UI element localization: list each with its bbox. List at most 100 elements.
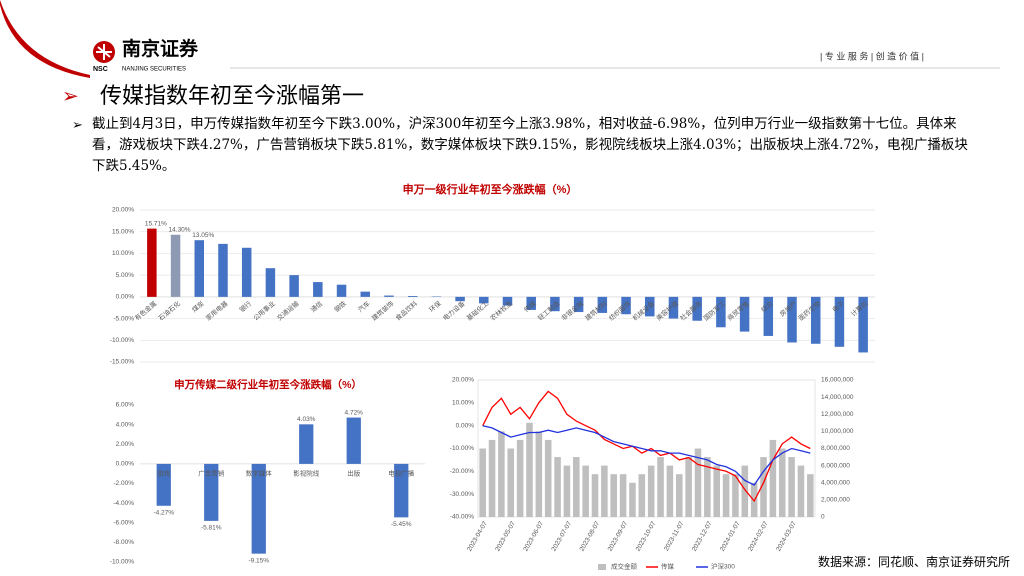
bar <box>360 291 370 297</box>
volume-bar <box>544 439 552 517</box>
y-tick-label: -40.00% <box>450 514 474 521</box>
volume-bar <box>498 431 505 517</box>
volume-bar <box>704 457 711 517</box>
volume-bar <box>488 439 496 517</box>
bar <box>645 296 655 317</box>
bar <box>502 296 513 306</box>
x-tick-label: 2024-03-07 <box>775 520 798 553</box>
volume-bar <box>788 457 795 517</box>
volume-bar <box>685 457 692 517</box>
volume-bar <box>554 457 561 517</box>
y-tick-label: 2.00% <box>116 441 135 448</box>
volume-bar <box>629 482 636 517</box>
x-tick-label: 2024-02-07 <box>747 520 770 553</box>
bar <box>550 296 560 312</box>
bar <box>479 296 489 304</box>
y-tick-label: -2.00% <box>113 480 134 487</box>
volume-bar <box>601 465 608 517</box>
y-tick-label: -5.00% <box>113 315 134 322</box>
x-tick-label: 2023-09-07 <box>607 520 630 553</box>
bar <box>218 243 228 297</box>
bar <box>384 295 394 297</box>
bar <box>692 296 702 321</box>
y-tick-label: 10,000,000 <box>821 428 854 435</box>
legend-label: 传媒 <box>661 562 675 571</box>
volume-bar <box>526 422 533 517</box>
y-tick-label: 10.00% <box>452 400 474 407</box>
data-label: -5.81% <box>201 525 222 532</box>
y-tick-label: 6.00% <box>116 402 135 409</box>
bar <box>787 296 797 343</box>
volume-bar <box>647 465 655 517</box>
x-tick-label: 游戏 <box>157 469 171 478</box>
slide-title: 传媒指数年初至今涨幅第一 <box>100 84 364 109</box>
volume-bar <box>507 448 515 517</box>
y-tick-label: -20.00% <box>450 468 474 475</box>
x-tick-label: 影视院线 <box>293 469 320 478</box>
x-tick-label: 煤炭 <box>190 298 206 314</box>
bar <box>810 296 821 344</box>
volume-bar <box>657 457 664 517</box>
bullet-text: 截止到4月3日，申万传媒指数年初至今下跌3.00%，沪深300年初至今上涨3.9… <box>92 116 968 174</box>
y-tick-label: 0.00% <box>116 461 135 468</box>
volume-bar <box>778 448 786 517</box>
volume-bar <box>760 457 767 517</box>
data-label: 4.72% <box>345 409 364 416</box>
bar <box>407 295 418 297</box>
y-tick-label: -8.00% <box>113 539 134 546</box>
legend-swatch <box>598 564 606 570</box>
volume-bar <box>573 457 580 517</box>
data-label: 15.71% <box>145 220 167 227</box>
bar <box>834 296 845 347</box>
bar <box>147 228 157 297</box>
y-tick-label: 20.00% <box>112 207 134 214</box>
x-tick-label: 2023-12-07 <box>691 520 714 553</box>
volume-bar <box>732 474 739 517</box>
bar <box>763 296 774 336</box>
volume-bar <box>713 465 720 517</box>
x-tick-label: 出版 <box>347 469 361 478</box>
y-tick-label: 15.00% <box>112 228 134 235</box>
bar <box>455 296 465 302</box>
x-tick-label: 2023-04-07 <box>466 520 489 553</box>
y-tick-label: 2,000,000 <box>821 497 850 504</box>
title-arrow: ➢ <box>62 85 79 107</box>
x-tick-label: 汽车 <box>356 298 372 314</box>
bar <box>156 463 171 506</box>
plot-frame <box>477 379 816 518</box>
bar <box>336 284 347 297</box>
bar <box>299 424 314 464</box>
volume-bar <box>591 474 599 517</box>
bar <box>739 296 750 332</box>
x-tick-label: 2023-05-07 <box>494 520 517 553</box>
logo-cn: 南京证券 <box>122 37 199 60</box>
volume-bar <box>479 448 486 517</box>
y-tick-label: -10.00% <box>110 337 134 344</box>
bar <box>241 247 252 297</box>
bar <box>858 296 868 353</box>
x-tick-label: 数字媒体 <box>246 469 273 478</box>
volume-bar <box>807 474 814 517</box>
volume-bar <box>741 465 749 517</box>
bar <box>170 234 181 297</box>
y-tick-label: 5.00% <box>116 272 135 279</box>
x-tick-label: 2023-06-07 <box>522 520 545 553</box>
volume-bar <box>638 474 646 517</box>
x-tick-label: 环保 <box>427 298 443 314</box>
y-tick-label: -30.00% <box>450 491 474 498</box>
bar <box>526 296 536 310</box>
data-label: 4.03% <box>297 416 316 423</box>
x-tick-label: 2023-10-07 <box>635 520 658 553</box>
x-tick-label: 通信 <box>308 298 324 314</box>
legend-label: 沪深300 <box>711 562 735 571</box>
x-tick-label: 2023-08-07 <box>579 520 602 553</box>
volume-bar <box>769 439 777 517</box>
series-line <box>482 425 811 486</box>
y-tick-label: -4.00% <box>113 500 134 507</box>
data-label: -9.15% <box>248 557 269 564</box>
volume-bar <box>582 465 589 517</box>
y-tick-label: 0 <box>821 514 825 521</box>
bar <box>668 296 679 319</box>
bar <box>289 275 299 297</box>
